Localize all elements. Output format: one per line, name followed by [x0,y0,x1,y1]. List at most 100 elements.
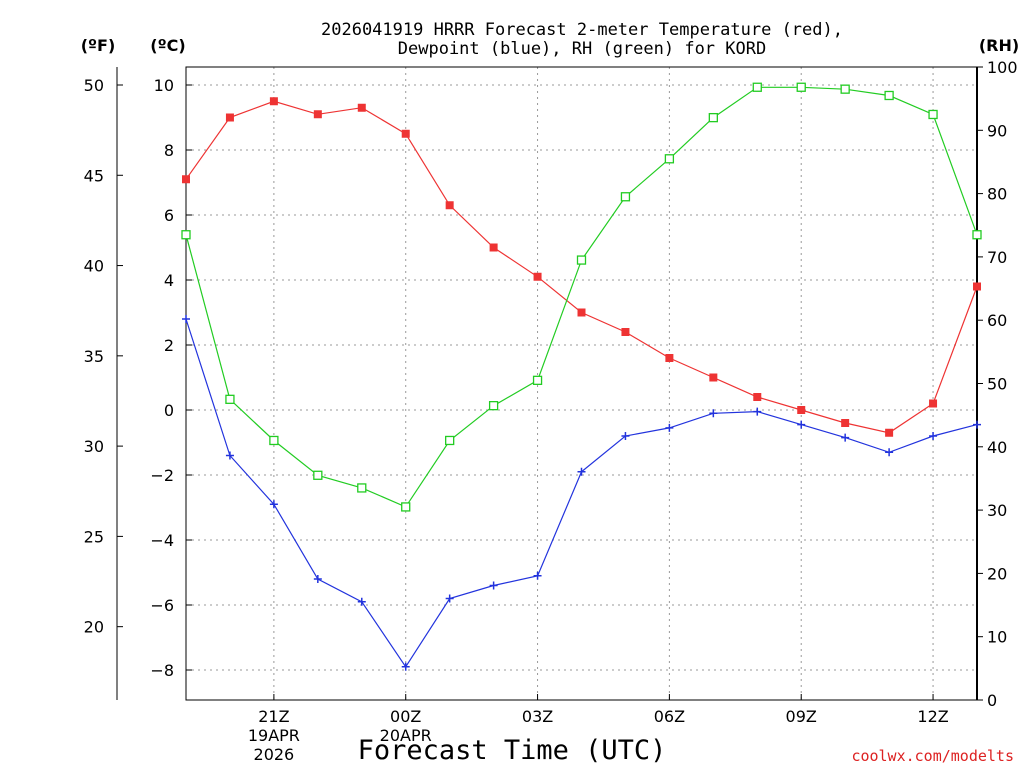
axes [116,66,983,701]
rh-tick-label: 70 [987,248,1007,267]
celsius-tick-label: 8 [164,141,174,160]
fahrenheit-tick-label: 40 [84,257,104,276]
dewpoint-point [665,423,674,432]
rh-point [752,82,762,92]
celsius-tick-label: −2 [150,466,174,485]
dewpoint-point [973,420,981,429]
series-layer [181,82,982,671]
rh-point [313,470,323,480]
rh-point [445,435,455,446]
fahrenheit-tick-label: 20 [84,618,104,637]
temperature-point [445,201,454,210]
celsius-unit-label: (ºC) [150,36,185,55]
temperature-point [357,103,366,112]
dewpoint-point [753,407,762,416]
fahrenheit-tick-label: 50 [84,76,104,95]
credit-text: coolwx.com/modelts [851,747,1014,765]
rh-tick-label: 50 [987,375,1007,394]
celsius-tick-label: 2 [164,336,174,355]
rh-tick-label: 60 [987,311,1007,330]
temperature-series-line [185,100,978,434]
rh-point [928,109,938,120]
celsius-tick-label: −6 [150,596,174,615]
x-tick-label: 00Z [390,707,421,726]
rh-point [357,483,367,493]
temperature-point [753,393,762,401]
rh-point [884,90,894,101]
dewpoint-series-line [185,318,978,668]
dewpoint-point [489,581,498,590]
rh-point [181,230,191,240]
x-tick-label: 09Z [786,707,817,726]
rh-point [532,375,543,385]
x-tick-year: 2026 [254,745,295,764]
celsius-tick-label: 6 [164,206,174,225]
rh-point [620,192,631,202]
temperature-point [182,175,190,184]
rh-point [488,401,499,411]
fahrenheit-tick-label: 25 [84,527,104,546]
temperature-point [225,113,234,122]
temperature-point [709,373,718,382]
celsius-tick-label: −4 [150,531,174,550]
temperature-point [621,328,630,336]
dewpoint-point [533,571,542,580]
rh-point [225,394,235,404]
rh-point [401,502,411,512]
rh-tick-label: 40 [987,438,1007,457]
celsius-tick-label: 10 [154,76,174,95]
rh-point [269,435,279,446]
x-tick-label: 12Z [917,707,948,726]
fahrenheit-tick-label: 30 [84,437,104,456]
dewpoint-point [577,467,586,476]
dewpoint-point [929,432,938,440]
x-tick-label: 21Z [258,707,289,726]
temperature-point [885,428,894,437]
rh-tick-label: 90 [987,121,1007,140]
temperature-point [841,419,850,427]
temperature-point [797,406,806,414]
rh-tick-label: 30 [987,501,1007,520]
celsius-tick-label: −8 [150,661,174,680]
dewpoint-point [225,451,234,460]
x-tick-date: 20APR [380,726,432,745]
rh-point [972,230,982,240]
tick-labels: 1086420−2−4−6−85045403530252010090807060… [84,58,1018,764]
temperature-point [313,110,322,119]
x-tick-label: 06Z [654,707,685,726]
rh-tick-label: 80 [987,185,1007,204]
rh-point [796,82,806,92]
x-axis-label: Forecast Time (UTC) [358,735,667,766]
dewpoint-point [182,315,190,323]
temperature-point [577,308,586,317]
temperature-point [665,354,674,362]
dewpoint-point [445,594,454,603]
dewpoint-point [797,420,806,429]
rh-point [576,255,587,265]
dewpoint-point [357,597,366,606]
rh-tick-label: 100 [987,58,1018,77]
x-tick-label: 03Z [522,707,553,726]
chart-title-line1: 2026041919 HRRR Forecast 2-meter Tempera… [321,20,843,40]
fahrenheit-tick-label: 35 [84,347,104,366]
temperature-point [269,97,278,106]
rh-point [840,84,850,94]
fahrenheit-unit-label: (ºF) [81,36,116,55]
temperature-point [973,282,981,291]
temperature-point [533,272,542,281]
x-tick-date: 19APR [248,726,300,745]
dewpoint-point [621,432,630,440]
temperature-point [401,129,410,138]
rh-tick-label: 10 [987,628,1007,647]
chart-title-line2: Dewpoint (blue), RH (green) for KORD [398,39,766,59]
fahrenheit-tick-label: 45 [84,166,104,185]
celsius-tick-label: 0 [164,401,174,420]
gridlines [186,67,977,700]
rh-point [664,154,675,164]
celsius-tick-label: 4 [164,271,174,290]
dewpoint-point [269,500,278,509]
dewpoint-point [841,433,850,442]
rh-unit-label: (RH) [979,36,1019,55]
rh-point [708,112,718,123]
rh-tick-label: 20 [987,564,1007,583]
